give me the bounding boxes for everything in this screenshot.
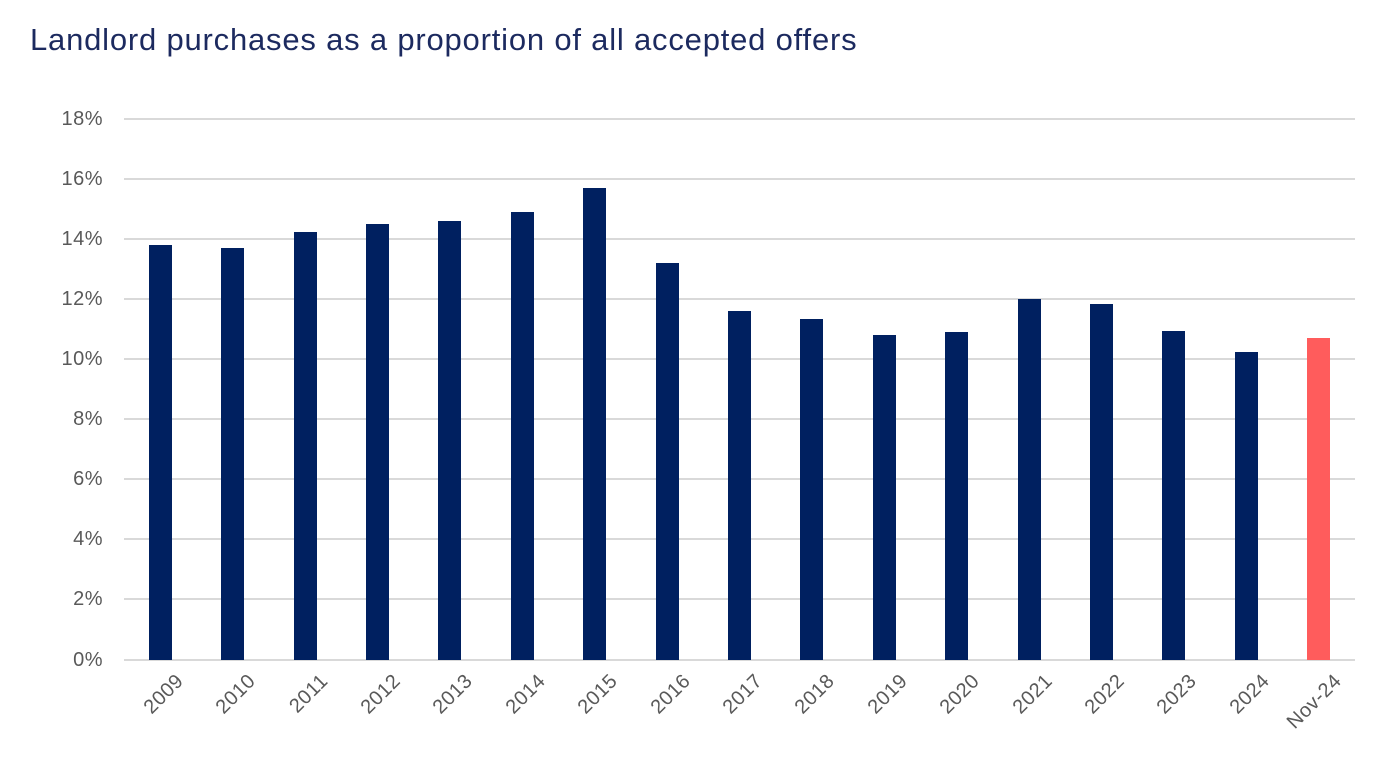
y-axis-tick-label: 10% — [61, 348, 103, 370]
bar-2022 — [1090, 303, 1114, 660]
x-axis-tick-label: 2012 — [356, 669, 405, 718]
x-axis-tick-label: 2018 — [791, 669, 840, 718]
x-axis-tick-label: 2023 — [1153, 669, 1202, 718]
x-axis-tick-label: 2021 — [1008, 669, 1057, 718]
gridline-16pct — [124, 177, 1355, 180]
x-axis-tick-label: 2009 — [139, 669, 188, 718]
bar-2020 — [945, 332, 969, 660]
bar-2017 — [727, 311, 751, 660]
y-axis-tick-label: 4% — [73, 528, 103, 551]
y-axis-tick-label: 16% — [61, 167, 103, 190]
y-axis-tick-label: 2% — [73, 588, 103, 611]
y-axis-tick-label: 0% — [73, 648, 103, 671]
bar-nov-24 — [1307, 338, 1331, 660]
x-axis-tick-label: 2022 — [1080, 669, 1130, 718]
bar-2024 — [1234, 351, 1258, 660]
x-axis-tick-label: 2017 — [718, 669, 768, 718]
bar-2009 — [148, 245, 172, 660]
bar-2023 — [1162, 330, 1186, 660]
x-axis-tick-label: 2024 — [1225, 669, 1274, 718]
x-axis-tick-label: 2014 — [501, 669, 550, 718]
bar-2016 — [655, 263, 679, 660]
gridline-18pct — [124, 117, 1355, 120]
gridline-14pct — [124, 237, 1355, 240]
x-axis-tick-label: 2019 — [863, 669, 912, 718]
gridline-12pct — [124, 297, 1355, 300]
y-axis-tick-label: 8% — [73, 408, 103, 431]
bar-2021 — [1017, 299, 1041, 660]
x-axis-tick-label: 2011 — [285, 669, 333, 717]
x-axis-tick-label: Nov-24 — [1283, 669, 1347, 733]
bar-2014 — [510, 212, 534, 660]
x-axis-tick-label: 2013 — [428, 669, 478, 718]
y-axis-tick-label: 14% — [61, 227, 103, 250]
x-axis-tick-label: 2010 — [211, 669, 261, 718]
chart-title: Landlord purchases as a proportion of al… — [30, 22, 858, 57]
bar-2011 — [293, 231, 317, 660]
x-axis-tick-label: 2020 — [935, 669, 985, 718]
y-axis-tick-label: 12% — [61, 287, 103, 310]
bar-2019 — [872, 335, 896, 660]
bar-2018 — [800, 318, 824, 660]
x-axis-tick-label: 2016 — [646, 669, 695, 718]
bar-2012 — [365, 224, 389, 660]
bar-2015 — [583, 188, 607, 660]
bar-2010 — [221, 248, 245, 660]
y-axis-tick-label: 6% — [73, 468, 103, 491]
y-axis-tick-label: 18% — [61, 107, 103, 130]
bar-2013 — [438, 221, 462, 660]
x-axis-tick-label: 2015 — [573, 669, 623, 718]
